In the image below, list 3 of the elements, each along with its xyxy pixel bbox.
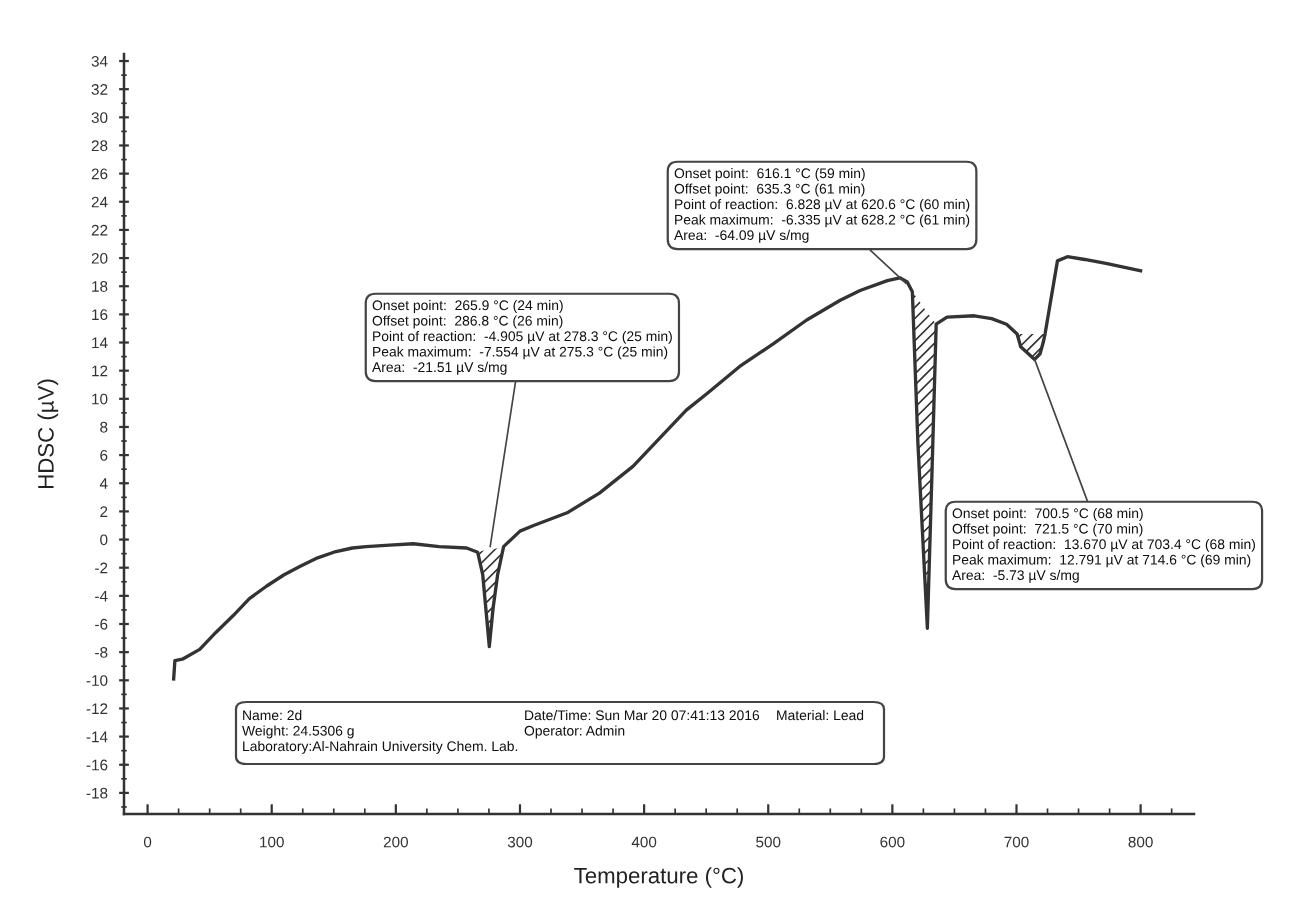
line-series bbox=[171, 255, 1143, 681]
y-axis-title: HDSC (µV) bbox=[37, 379, 59, 488]
x-axis-title: Temperature (°C) bbox=[574, 867, 743, 888]
